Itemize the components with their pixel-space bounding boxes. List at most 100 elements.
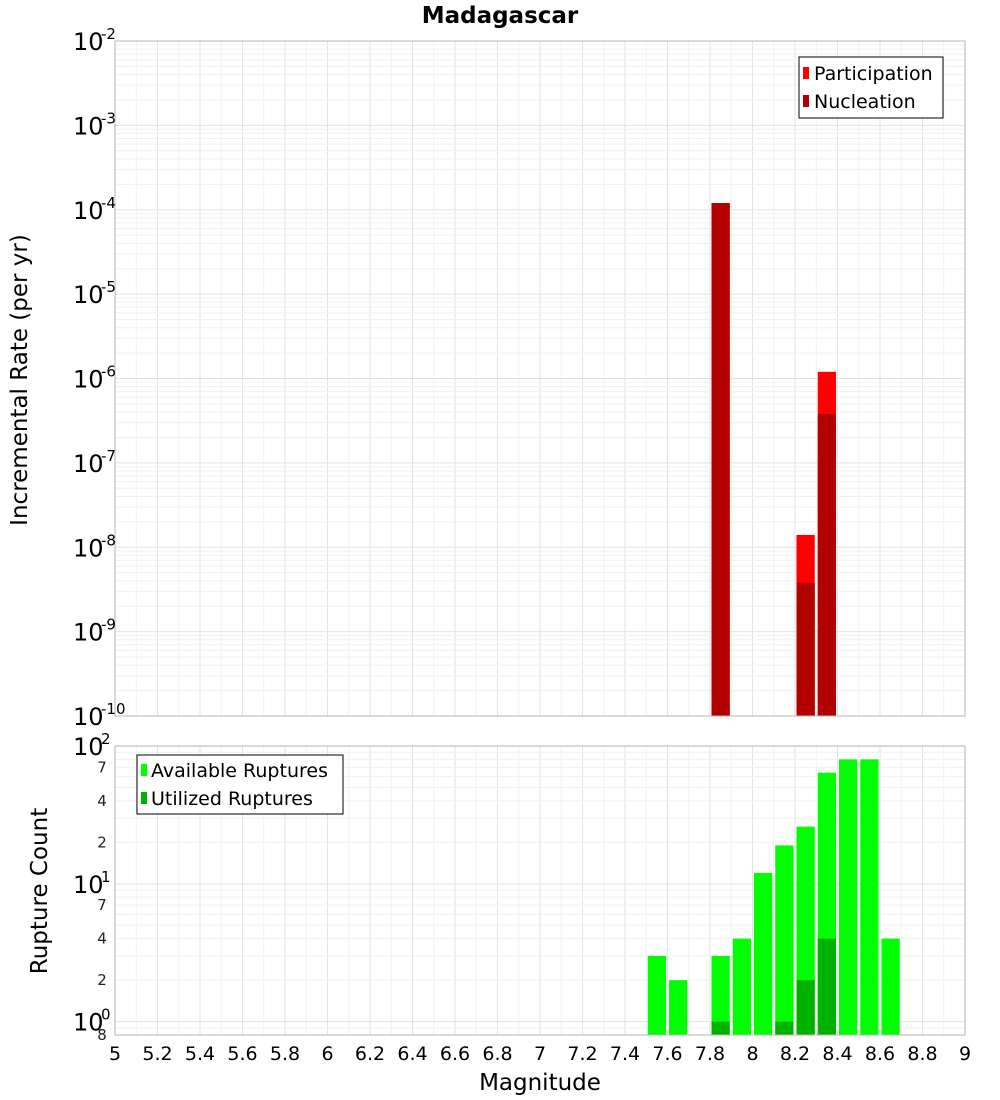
count-y-tick-major: 101 (73, 868, 111, 899)
count-y-tick-major: 102 (73, 730, 111, 761)
rate-y-tick-base: 10 (73, 450, 104, 478)
available-ruptures-bar (669, 980, 688, 1035)
nucleation-bar (817, 413, 836, 716)
x-tick-label: 7.6 (652, 1043, 682, 1065)
nucleation-legend-swatch (803, 95, 809, 107)
count-y-tick-minor: 2 (97, 971, 107, 989)
rate-legend: Participation Nucleation (798, 56, 944, 119)
count-y-tick-exponent: 1 (101, 868, 111, 886)
rate-y-tick-exponent: -7 (101, 447, 116, 465)
rate-y-tick-exponent: -3 (101, 109, 116, 127)
count-y-tick-minor: 8 (97, 1026, 107, 1044)
x-tick-label: 6 (321, 1043, 333, 1065)
x-tick-label: 7.8 (695, 1043, 725, 1065)
available-ruptures-bar (732, 938, 751, 1035)
rate-y-tick-exponent: -10 (101, 700, 126, 718)
rate-y-tick: 10-8 (73, 531, 116, 562)
available-ruptures-bar (775, 845, 794, 1035)
utilized-legend-swatch (141, 792, 147, 804)
x-tick-label: 8.2 (780, 1043, 810, 1065)
utilized-ruptures-bar (775, 1021, 794, 1035)
x-tick-label: 5 (109, 1043, 121, 1065)
count-y-tick-minor: 7 (97, 758, 107, 776)
x-tick-label: 7.2 (567, 1043, 597, 1065)
count-y-tick-minor: 4 (97, 792, 107, 810)
rate-y-tick-exponent: -8 (101, 531, 116, 549)
utilized-legend-label: Utilized Ruptures (151, 788, 313, 810)
x-tick-label: 8.4 (822, 1043, 852, 1065)
available-legend-swatch (141, 764, 147, 776)
rate-bars (711, 203, 836, 716)
x-tick-label: 8.8 (907, 1043, 937, 1065)
count-y-tick-base: 10 (73, 733, 104, 761)
available-ruptures-bar (881, 938, 900, 1035)
rate-gridlines (114, 41, 966, 717)
x-tick-label: 6.2 (355, 1043, 385, 1065)
rate-y-tick-base: 10 (73, 281, 104, 309)
x-tick-label: 5.8 (270, 1043, 300, 1065)
count-y-tick-base: 10 (73, 871, 104, 899)
x-tick-label: 5.6 (227, 1043, 257, 1065)
available-legend-label: Available Ruptures (151, 760, 328, 782)
rate-y-tick-base: 10 (73, 28, 104, 56)
x-tick-labels: 5 5.2 5.4 5.6 5.8 6 6.2 6.4 6.6 6.8 7 7.2 7.4 7.6 7.8 8… (109, 1043, 971, 1065)
rate-y-tick-base: 10 (73, 534, 104, 562)
count-y-tick-minor: 7 (97, 896, 107, 914)
rate-y-tick-exponent: -4 (101, 194, 116, 212)
x-tick-label: 7.4 (610, 1043, 640, 1065)
rate-y-tick-base: 10 (73, 619, 104, 647)
x-tick-label: 6.4 (397, 1043, 427, 1065)
utilized-ruptures-bar (817, 938, 836, 1035)
count-y-tick-exponent: 2 (101, 730, 111, 748)
rate-y-tick: 10-9 (73, 616, 116, 647)
rate-y-tick: 10-3 (73, 109, 116, 140)
x-tick-label: 7 (534, 1043, 546, 1065)
x-tick-label: 8 (746, 1043, 758, 1065)
count-y-tick-base: 10 (73, 1009, 104, 1037)
nucleation-bar (796, 582, 815, 716)
utilized-ruptures-bar (711, 1021, 730, 1035)
x-tick-label: 9 (959, 1043, 971, 1065)
available-ruptures-bar (754, 872, 773, 1035)
count-bars (647, 759, 900, 1035)
x-tick-label: 6.6 (440, 1043, 470, 1065)
rate-y-tick-base: 10 (73, 197, 104, 225)
rate-y-tick-base: 10 (73, 366, 104, 394)
count-y-tick-exponent: 0 (101, 1006, 111, 1024)
rate-y-tick-base: 10 (73, 703, 104, 731)
count-y-axis-label: Rupture Count (27, 808, 53, 974)
available-ruptures-bar (839, 759, 858, 1035)
available-ruptures-bar (711, 955, 730, 1035)
rate-plot-border (114, 40, 966, 717)
nucleation-legend-label: Nucleation (814, 91, 916, 113)
available-ruptures-bar (860, 759, 879, 1035)
x-tick-label: 5.2 (142, 1043, 172, 1065)
rate-y-tick: 10-10 (73, 700, 126, 731)
rate-y-tick-exponent: -6 (101, 363, 116, 381)
count-y-tick-minor: 4 (97, 930, 107, 948)
count-legend: Available Ruptures Utilized Ruptures (136, 754, 344, 815)
x-tick-label: 5.4 (185, 1043, 215, 1065)
x-tick-label: 8.6 (865, 1043, 895, 1065)
rate-y-tick: 10-7 (73, 447, 116, 478)
count-legend-box (136, 754, 344, 815)
participation-legend-swatch (803, 67, 809, 79)
nucleation-bar (711, 203, 730, 716)
x-axis-label: Magnitude (479, 1070, 601, 1096)
rate-y-tick: 10-4 (73, 194, 116, 225)
rate-y-tick: 10-6 (73, 363, 116, 394)
rate-y-tick: 10-2 (73, 25, 116, 56)
x-tick-label: 6.8 (482, 1043, 512, 1065)
count-y-tick-minor: 2 (97, 833, 107, 851)
rate-y-tick-exponent: -5 (101, 278, 116, 296)
rate-y-axis-label: Incremental Rate (per yr) (7, 234, 33, 526)
rate-y-tick: 10-5 (73, 278, 116, 309)
rate-y-tick-base: 10 (73, 112, 104, 140)
participation-legend-label: Participation (814, 63, 933, 85)
rate-y-tick-exponent: -9 (101, 616, 116, 634)
